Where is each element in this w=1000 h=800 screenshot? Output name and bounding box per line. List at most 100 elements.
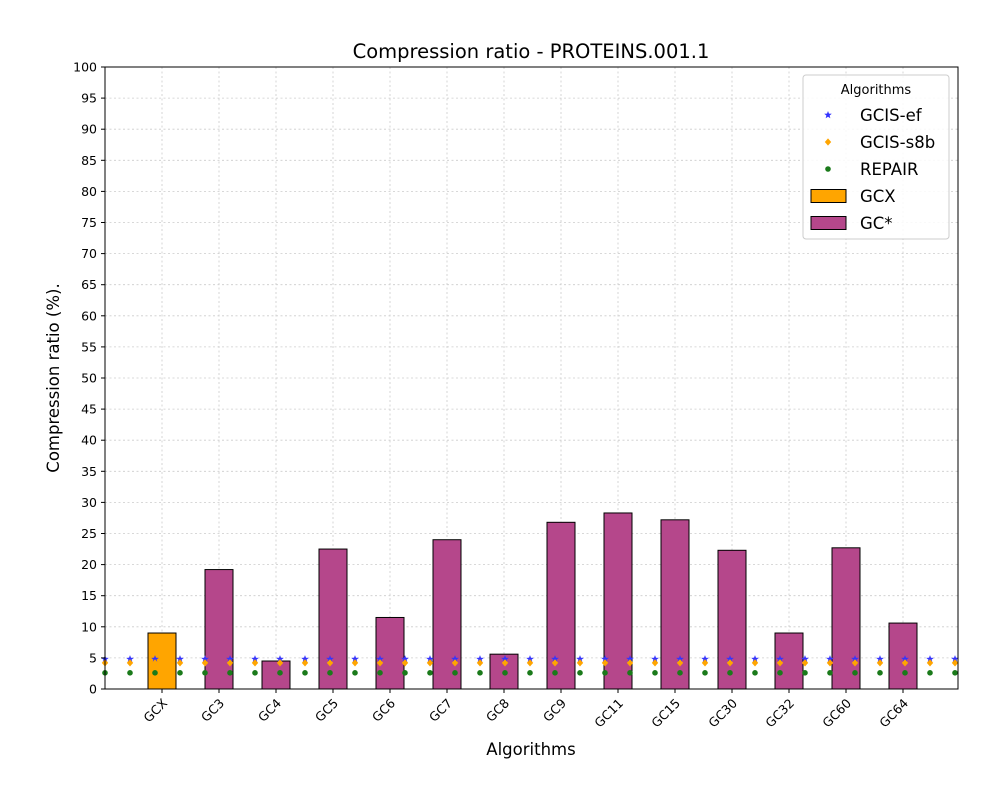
- marker-gcis-ef: [551, 655, 559, 663]
- marker-gcis-ef: [901, 655, 909, 663]
- series-gcis-ef: [101, 655, 959, 663]
- marker-gcis-s8b: [926, 659, 934, 667]
- y-tick-label: 0: [89, 682, 97, 697]
- marker-gcis-ef: [851, 655, 859, 663]
- marker-gcis-ef: [426, 655, 434, 663]
- marker-gcis-s8b: [851, 659, 859, 667]
- marker-repair: [727, 670, 733, 676]
- legend-label: GCX: [860, 187, 896, 206]
- bar-gc30: [717, 549, 747, 690]
- series-gcis-s8b: [101, 659, 959, 667]
- marker-gcis-ef: [276, 655, 284, 663]
- marker-gcis-s8b: [126, 659, 134, 667]
- marker-gcis-ef: [951, 655, 959, 663]
- marker-gcis-s8b: [726, 659, 734, 667]
- marker-repair: [502, 670, 508, 676]
- bar-gc7: [432, 539, 462, 690]
- marker-gcis-ef: [251, 655, 259, 663]
- marker-gcis-s8b: [251, 659, 259, 667]
- marker-gcis-s8b: [601, 659, 609, 667]
- marker-gcis-ef: [726, 655, 734, 663]
- marker-gcis-ef: [526, 655, 534, 663]
- y-tick-label: 45: [81, 402, 97, 417]
- chart-title: Compression ratio - PROTEINS.001.1: [353, 40, 710, 63]
- bar-gc15: [660, 519, 690, 690]
- marker-repair: [427, 670, 433, 676]
- y-axis-ticks: 0 5 10 15 20 25 30 35 40 45 50 55 60 65 70 75 80 85 90 95 10…: [73, 60, 105, 697]
- marker-repair: [852, 670, 858, 676]
- marker-repair: [177, 670, 183, 676]
- y-tick-label: 70: [81, 246, 97, 261]
- marker-gcis-ef: [651, 655, 659, 663]
- legend-item-gcis-ef: GCIS-ef: [824, 106, 923, 125]
- marker-gcis-s8b: [176, 659, 184, 667]
- marker-gcis-ef: [376, 655, 384, 663]
- series-repair: [102, 670, 958, 676]
- bar-gc6: [375, 616, 405, 690]
- legend-marker: [824, 111, 832, 119]
- y-tick-label: 30: [81, 495, 97, 510]
- marker-repair: [777, 670, 783, 676]
- marker-gcis-ef: [476, 655, 484, 663]
- marker-repair: [352, 670, 358, 676]
- marker-gcis-s8b: [576, 659, 584, 667]
- marker-gcis-s8b: [326, 659, 334, 667]
- y-tick-label: 25: [81, 526, 97, 541]
- marker-gcis-s8b: [876, 659, 884, 667]
- marker-repair: [827, 670, 833, 676]
- bar-gc4: [261, 660, 291, 690]
- y-tick-label: 5: [89, 650, 97, 665]
- y-tick-label: 60: [81, 308, 97, 323]
- y-tick-label: 80: [81, 184, 97, 199]
- marker-repair: [277, 670, 283, 676]
- marker-gcis-s8b: [451, 659, 459, 667]
- legend-label: GCIS-ef: [860, 106, 923, 125]
- marker-gcis-s8b: [776, 659, 784, 667]
- marker-gcis-ef: [301, 655, 309, 663]
- marker-gcis-ef: [326, 655, 334, 663]
- marker-gcis-ef: [451, 655, 459, 663]
- marker-gcis-s8b: [951, 659, 959, 667]
- y-tick-label: 95: [81, 91, 97, 106]
- marker-gcis-ef: [926, 655, 934, 663]
- bars: [147, 512, 918, 690]
- bar-gc11: [603, 512, 633, 690]
- marker-gcis-ef: [576, 655, 584, 663]
- marker-repair: [527, 670, 533, 676]
- marker-gcis-ef: [151, 655, 159, 663]
- legend-label: REPAIR: [860, 160, 918, 179]
- legend-label: GCIS-s8b: [860, 133, 935, 152]
- marker-repair: [752, 670, 758, 676]
- marker-gcis-s8b: [151, 659, 159, 667]
- legend: Algorithms GCIS-ef GCIS-s8b REPAIR GCX GC*: [802, 74, 950, 240]
- legend-item-gc-: GC*: [810, 214, 893, 233]
- marker-repair: [702, 670, 708, 676]
- y-tick-label: 55: [81, 339, 97, 354]
- marker-gcis-s8b: [701, 659, 709, 667]
- marker-gcis-s8b: [426, 659, 434, 667]
- marker-gcis-ef: [776, 655, 784, 663]
- legend-marker: [825, 166, 831, 172]
- marker-repair: [302, 670, 308, 676]
- marker-gcis-ef: [201, 655, 209, 663]
- marker-gcis-ef: [401, 655, 409, 663]
- legend-item-gcx: GCX: [810, 187, 896, 206]
- marker-repair: [627, 670, 633, 676]
- marker-repair: [552, 670, 558, 676]
- marker-repair: [577, 670, 583, 676]
- marker-gcis-s8b: [376, 659, 384, 667]
- reference-markers: [101, 655, 959, 676]
- marker-repair: [377, 670, 383, 676]
- marker-gcis-s8b: [751, 659, 759, 667]
- marker-gcis-s8b: [226, 659, 234, 667]
- marker-gcis-ef: [626, 655, 634, 663]
- marker-repair: [802, 670, 808, 676]
- marker-gcis-s8b: [276, 659, 284, 667]
- marker-repair: [452, 670, 458, 676]
- legend-title: Algorithms: [841, 83, 912, 98]
- marker-repair: [927, 670, 933, 676]
- y-tick-label: 20: [81, 557, 97, 572]
- bar-gcx: [147, 632, 177, 690]
- marker-gcis-s8b: [501, 659, 509, 667]
- marker-gcis-s8b: [476, 659, 484, 667]
